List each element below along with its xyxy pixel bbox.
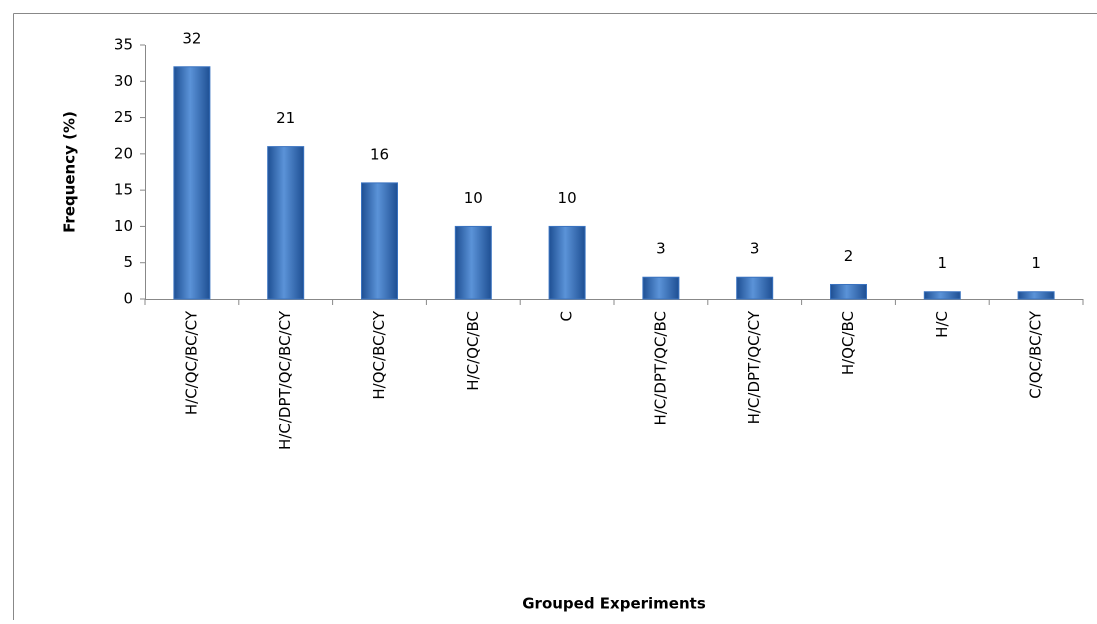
- x-axis-title: Grouped Experiments: [522, 595, 706, 613]
- data-label: 1: [1031, 254, 1041, 272]
- data-label: 10: [464, 189, 483, 207]
- y-tick-label: 35: [114, 36, 133, 54]
- bar: [454, 225, 492, 300]
- bar: [923, 291, 961, 300]
- bar: [267, 146, 305, 300]
- data-label: 3: [750, 240, 760, 258]
- x-tick-label: H/QC/BC: [839, 311, 857, 375]
- y-tick-label: 10: [114, 217, 133, 235]
- x-tick-label: C/QC/BC/CY: [1027, 310, 1045, 399]
- data-label: 21: [276, 109, 295, 127]
- x-tick-label: H/QC/BC/CY: [370, 310, 388, 399]
- y-tick-label: 25: [114, 108, 133, 126]
- y-tick-label: 0: [123, 290, 133, 308]
- data-label: 1: [938, 254, 948, 272]
- x-tick-label: H/C/DPT/QC/CY: [745, 310, 763, 424]
- bar: [1017, 291, 1055, 300]
- bar: [361, 182, 398, 300]
- y-tick-label: 20: [114, 144, 133, 162]
- y-axis-title: Frequency (%): [61, 111, 79, 233]
- x-tick-label: H/C: [933, 311, 951, 338]
- data-label: 2: [844, 247, 854, 265]
- x-tick-label: C: [558, 311, 576, 321]
- x-tick-label: H/C/DPT/QC/BC/CY: [276, 310, 294, 450]
- data-label: 10: [558, 189, 577, 207]
- x-tick-label: H/C/QC/BC/CY: [182, 310, 200, 415]
- x-tick-label: H/C/QC/BC: [464, 311, 482, 391]
- bar: [548, 225, 586, 300]
- data-label: 3: [656, 240, 666, 258]
- y-tick-label: 5: [123, 253, 133, 271]
- bar: [173, 66, 211, 300]
- y-tick-label: 30: [114, 72, 133, 90]
- bar: [642, 276, 680, 300]
- data-label: 32: [182, 29, 201, 47]
- data-label: 16: [370, 145, 389, 163]
- bar: [830, 283, 867, 300]
- x-tick-label: H/C/DPT/QC/BC: [651, 311, 669, 426]
- y-tick-label: 15: [114, 181, 133, 199]
- bar: [736, 276, 774, 300]
